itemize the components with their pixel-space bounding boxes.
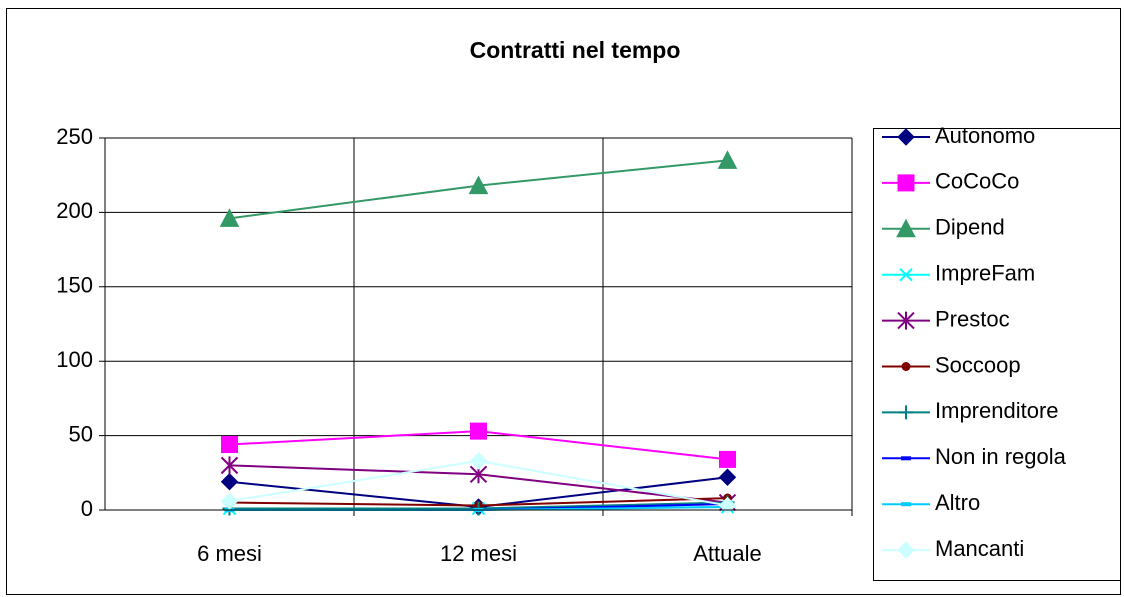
y-tick-label: 250 <box>56 124 93 149</box>
y-tick-label: 150 <box>56 273 93 298</box>
legend-marker <box>897 174 915 192</box>
legend-label: Prestoc <box>935 306 1010 331</box>
marker <box>470 422 487 440</box>
marker <box>220 473 239 491</box>
legend-label: Soccoop <box>935 352 1021 377</box>
legend-marker <box>897 311 915 330</box>
legend-marker <box>899 267 913 282</box>
x-tick-label: Attuale <box>693 541 762 566</box>
legend-marker <box>897 541 915 559</box>
marker <box>468 175 489 195</box>
marker <box>219 208 240 227</box>
y-tick-label: 50 <box>69 421 93 446</box>
legend-label: Imprenditore <box>935 398 1059 423</box>
legend-label: Dipend <box>935 215 1005 240</box>
legend-label: Altro <box>935 490 980 515</box>
legend-label: Autonomo <box>935 123 1035 148</box>
marker <box>221 436 238 454</box>
y-tick-label: 100 <box>56 347 93 372</box>
marker <box>718 468 737 486</box>
legend-label: Mancanti <box>935 536 1024 561</box>
marker <box>717 150 738 169</box>
marker <box>220 456 239 475</box>
legend-label: Non in regola <box>935 444 1067 469</box>
y-tick-label: 200 <box>56 198 93 223</box>
legend-label: CoCoCo <box>935 169 1019 194</box>
x-tick-label: 12 mesi <box>440 541 517 566</box>
legend-label: ImpreFam <box>935 261 1035 286</box>
x-tick-label: 6 mesi <box>197 541 262 566</box>
marker <box>220 492 239 510</box>
legend-marker <box>901 362 911 371</box>
legend-marker <box>896 218 916 238</box>
legend-marker <box>899 405 913 420</box>
y-tick-label: 0 <box>81 496 93 521</box>
chart-title: Contratti nel tempo <box>470 37 681 63</box>
legend-marker <box>897 128 915 146</box>
marker <box>719 450 736 468</box>
marker <box>469 452 488 470</box>
